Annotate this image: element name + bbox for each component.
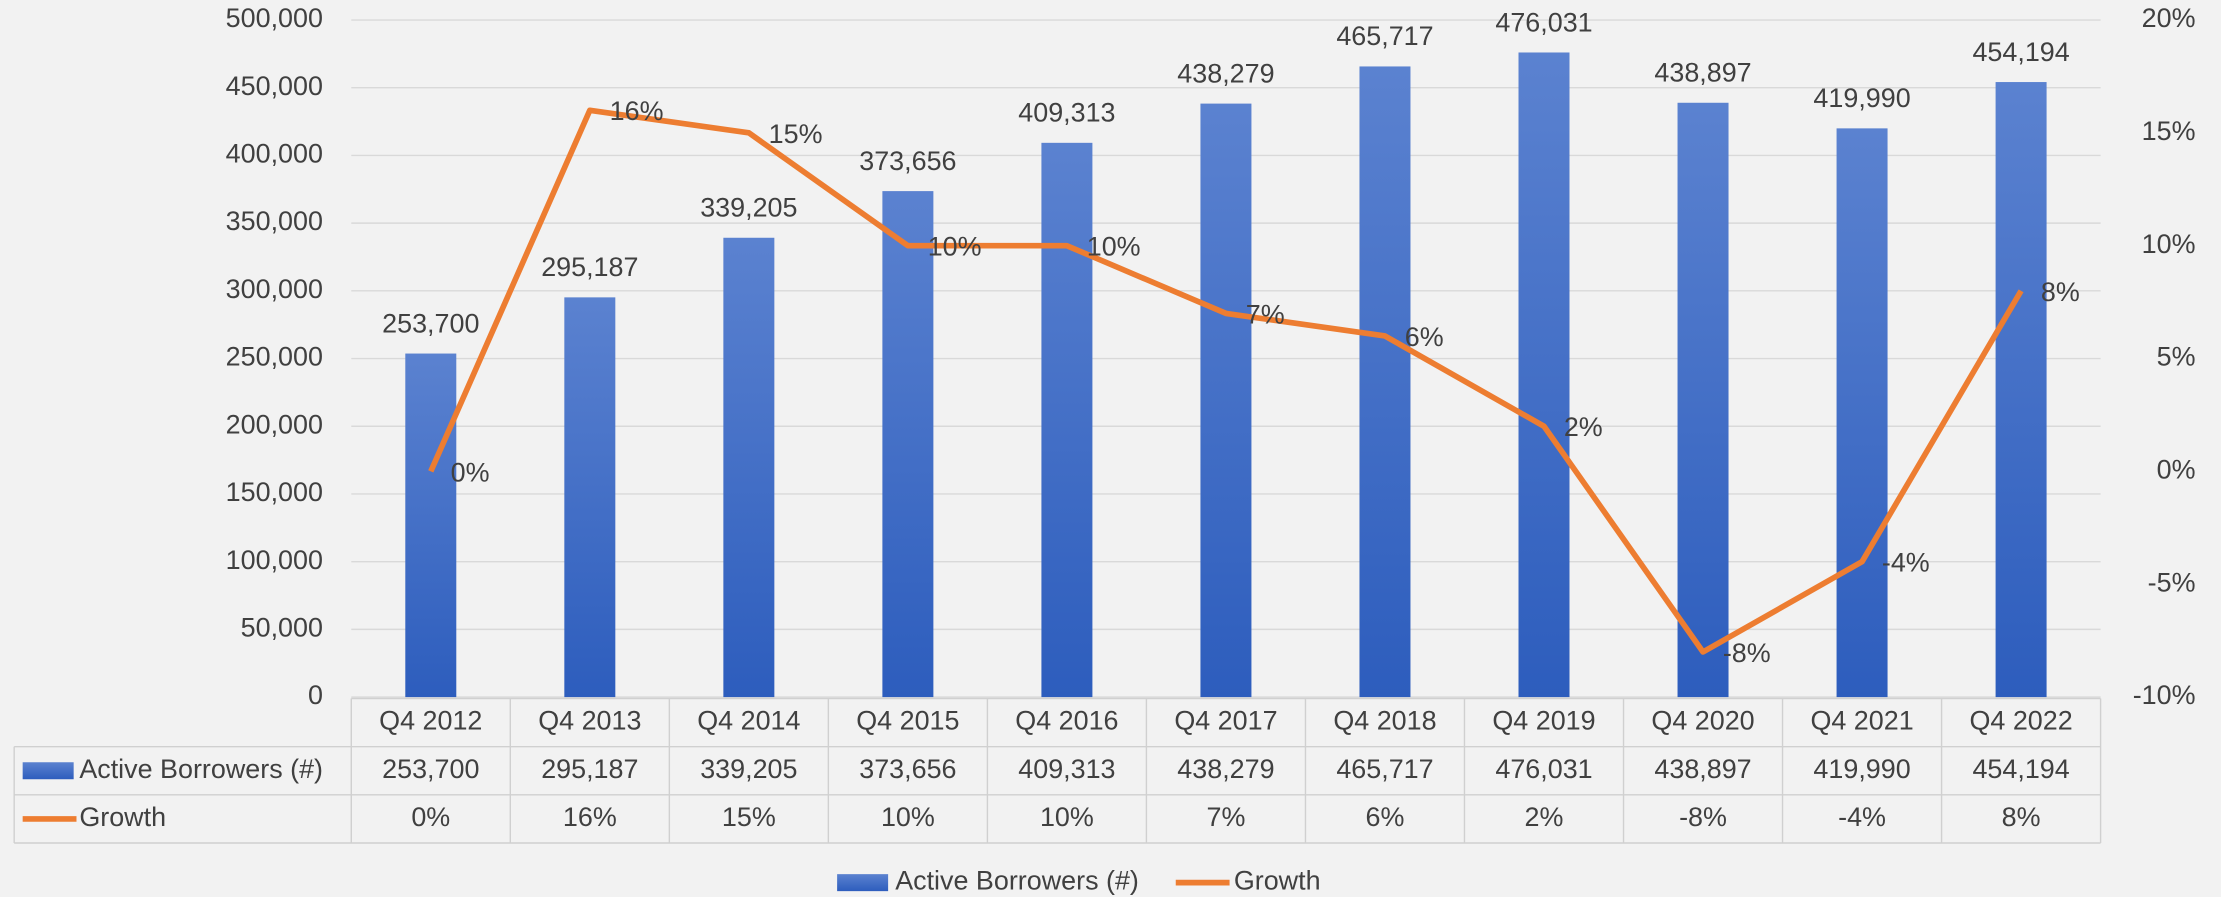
bar [564, 297, 616, 698]
y-tick-label: 150,000 [226, 477, 323, 507]
bar [1677, 102, 1729, 698]
y2-tick-label: 5% [2157, 342, 2196, 372]
legend-label: Active Borrowers (#) [895, 866, 1139, 896]
bar [1518, 52, 1570, 698]
table-cell: 373,656 [859, 754, 956, 784]
x-tick-label: Q4 2012 [379, 706, 482, 736]
y-tick-label: 50,000 [241, 612, 323, 642]
bar-label: 339,205 [700, 193, 797, 223]
bar [1995, 82, 2047, 698]
table-cell: 409,313 [1018, 754, 1115, 784]
bar [1359, 66, 1411, 698]
table-cell: 476,031 [1495, 754, 1592, 784]
table-cell: 0% [411, 802, 450, 832]
y-tick-label: 250,000 [226, 342, 323, 372]
line-label: 0% [451, 457, 490, 487]
x-tick-label: Q4 2021 [1810, 706, 1913, 736]
bar [723, 237, 775, 698]
bar [1041, 142, 1093, 698]
table-cell: 15% [722, 802, 776, 832]
y2-tick-label: 10% [2142, 229, 2196, 259]
table-legend-key [22, 762, 74, 780]
x-tick-label: Q4 2015 [856, 706, 959, 736]
table-series-name: Growth [79, 802, 166, 832]
table-cell: 438,279 [1177, 754, 1274, 784]
x-tick-label: Q4 2014 [697, 706, 800, 736]
x-tick-label: Q4 2019 [1492, 706, 1595, 736]
growth-line [428, 107, 2024, 655]
table-cell: 8% [2002, 802, 2041, 832]
table-cell: 438,897 [1654, 754, 1751, 784]
bar-label: 253,700 [382, 308, 479, 338]
y-tick-label: 300,000 [226, 274, 323, 304]
legend-label: Growth [1234, 866, 1321, 896]
table-cell: 7% [1206, 802, 1245, 832]
x-tick-label: Q4 2017 [1174, 706, 1277, 736]
y2-tick-label: 0% [2157, 455, 2196, 485]
line-label: 7% [1246, 299, 1285, 329]
legend-key [837, 874, 889, 892]
bar [882, 191, 934, 698]
table-cell: 419,990 [1813, 754, 1910, 784]
y-tick-label: 200,000 [226, 409, 323, 439]
bar-label: 438,279 [1177, 58, 1274, 88]
bar-label: 419,990 [1813, 83, 1910, 113]
y-tick-label: 500,000 [226, 3, 323, 33]
bar-label: 409,313 [1018, 98, 1115, 128]
bar-label: 454,194 [1972, 37, 2069, 67]
line-label: 2% [1564, 412, 1603, 442]
line-label: 8% [2041, 277, 2080, 307]
table-series-name: Active Borrowers (#) [79, 754, 323, 784]
line-label: 15% [769, 119, 823, 149]
bar-label: 295,187 [541, 252, 638, 282]
x-tick-label: Q4 2020 [1651, 706, 1754, 736]
bar-label: 438,897 [1654, 58, 1751, 88]
x-tick-label: Q4 2013 [538, 706, 641, 736]
table-cell: -4% [1838, 802, 1886, 832]
line-label: -4% [1882, 548, 1930, 578]
line-label: 16% [610, 96, 664, 126]
line-label: 6% [1405, 322, 1444, 352]
y2-tick-label: -5% [2148, 567, 2196, 597]
x-tick-label: Q4 2016 [1015, 706, 1118, 736]
table-cell: -8% [1679, 802, 1727, 832]
table-cell: 10% [881, 802, 935, 832]
y2-tick-label: -10% [2133, 680, 2196, 710]
y-tick-label: 100,000 [226, 545, 323, 575]
bar [405, 353, 457, 698]
bar [1836, 128, 1888, 698]
y-tick-label: 450,000 [226, 71, 323, 101]
table-cell: 465,717 [1336, 754, 1433, 784]
table-cell: 6% [1366, 802, 1405, 832]
table-cell: 10% [1040, 802, 1094, 832]
y-tick-label: 0 [308, 680, 323, 710]
x-tick-label: Q4 2018 [1333, 706, 1436, 736]
bar-label: 465,717 [1336, 21, 1433, 51]
table-cell: 295,187 [541, 754, 638, 784]
y-tick-label: 400,000 [226, 139, 323, 169]
y2-tick-label: 20% [2142, 3, 2196, 33]
line-label: 10% [1087, 232, 1141, 262]
y-tick-label: 350,000 [226, 206, 323, 236]
y2-tick-label: 15% [2142, 116, 2196, 146]
bar [1200, 103, 1252, 698]
table-cell: 2% [1525, 802, 1564, 832]
table-cell: 16% [563, 802, 617, 832]
table-cell: 253,700 [382, 754, 479, 784]
line-label: 10% [928, 232, 982, 262]
table-cell: 339,205 [700, 754, 797, 784]
bar-label: 476,031 [1495, 7, 1592, 37]
bar-label: 373,656 [859, 146, 956, 176]
line-label: -8% [1723, 638, 1771, 668]
table-cell: 454,194 [1972, 754, 2069, 784]
x-tick-label: Q4 2022 [1969, 706, 2072, 736]
